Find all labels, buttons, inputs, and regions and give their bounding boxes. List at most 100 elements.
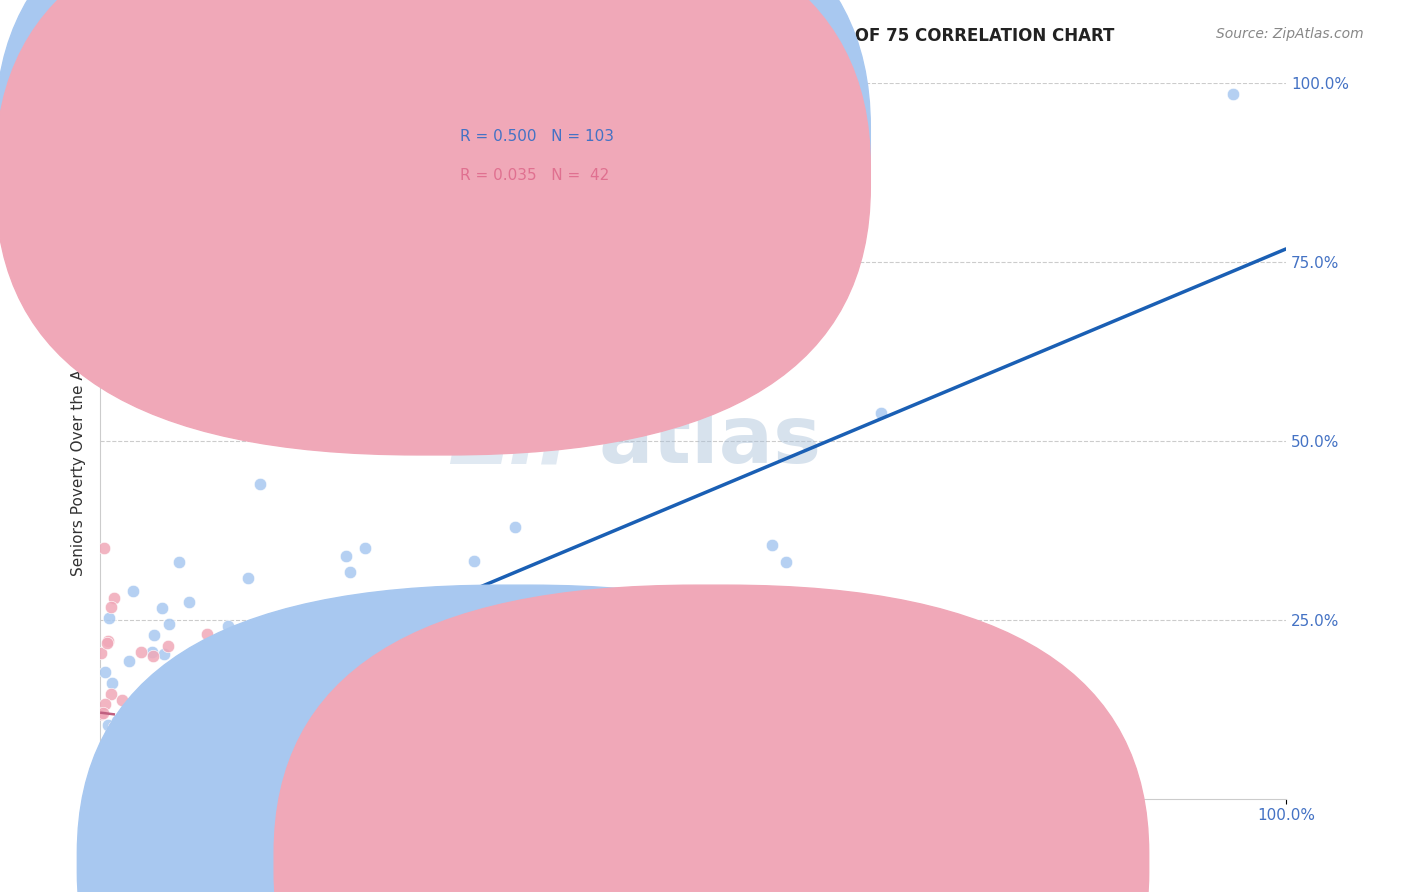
Point	[141, 791, 163, 805]
Point	[463, 554, 485, 568]
Point	[138, 791, 160, 805]
Point	[157, 617, 180, 632]
Point	[176, 686, 198, 700]
Point	[249, 477, 271, 491]
Point	[143, 695, 166, 709]
Point	[117, 791, 139, 805]
Point	[335, 549, 357, 564]
Point	[219, 714, 242, 729]
Point	[157, 698, 180, 712]
Point	[193, 645, 215, 659]
Point	[252, 683, 274, 698]
Point	[353, 541, 375, 555]
Point	[269, 698, 291, 713]
Point	[316, 680, 339, 694]
Text: CHEROKEE VS IMMIGRANTS FROM MIDDLE AFRICA SENIORS POVERTY OVER THE AGE OF 75 COR: CHEROKEE VS IMMIGRANTS FROM MIDDLE AFRIC…	[56, 27, 1115, 45]
Text: R = 0.035   N =  42: R = 0.035 N = 42	[460, 169, 609, 183]
Point	[238, 571, 260, 585]
Point	[177, 595, 200, 609]
Point	[127, 759, 149, 773]
Text: R = 0.500   N = 103: R = 0.500 N = 103	[460, 129, 614, 144]
Point	[153, 665, 176, 680]
Point	[115, 706, 138, 720]
Point	[380, 643, 402, 657]
Point	[156, 761, 179, 775]
Point	[217, 618, 239, 632]
Point	[761, 538, 783, 552]
Point	[204, 781, 226, 796]
Point	[186, 791, 208, 805]
Point	[288, 658, 311, 673]
Point	[131, 791, 153, 805]
Point	[112, 776, 135, 790]
Point	[93, 541, 115, 556]
Point	[150, 674, 173, 689]
Point	[124, 781, 146, 796]
Point	[257, 665, 280, 679]
Point	[150, 601, 173, 615]
Point	[159, 791, 181, 805]
Point	[254, 723, 277, 737]
Point	[134, 687, 156, 701]
Point	[149, 791, 172, 805]
Point	[212, 705, 235, 719]
Point	[515, 586, 537, 600]
Point	[167, 555, 190, 569]
Point	[166, 690, 188, 705]
Point	[159, 668, 181, 682]
Point	[138, 756, 160, 771]
Point	[434, 717, 457, 731]
Point	[160, 733, 183, 747]
Point	[100, 600, 122, 615]
Point	[114, 739, 136, 753]
Text: Immigrants from Middle Africa: Immigrants from Middle Africa	[735, 855, 967, 870]
Text: ZIP: ZIP	[451, 402, 598, 480]
Point	[395, 785, 418, 799]
Point	[221, 670, 243, 684]
Point	[127, 783, 149, 797]
Point	[96, 791, 118, 805]
Point	[96, 636, 118, 650]
Point	[228, 658, 250, 673]
Point	[295, 723, 318, 738]
Point	[1222, 87, 1244, 102]
Point	[93, 665, 115, 680]
Point	[143, 627, 166, 641]
Text: Source: ZipAtlas.com: Source: ZipAtlas.com	[1216, 27, 1364, 41]
Point	[142, 681, 165, 695]
Point	[97, 611, 120, 625]
Point	[96, 791, 118, 805]
Point	[264, 726, 287, 740]
Point	[842, 205, 865, 219]
Point	[163, 719, 186, 733]
Point	[167, 687, 190, 701]
Point	[112, 791, 135, 805]
Point	[250, 648, 273, 663]
Point	[103, 756, 125, 771]
Point	[247, 775, 270, 789]
Text: atlas: atlas	[598, 402, 821, 480]
Point	[98, 760, 121, 774]
Point	[129, 645, 152, 659]
Point	[533, 674, 555, 689]
Point	[602, 602, 624, 616]
Point	[231, 702, 253, 716]
Point	[105, 714, 128, 729]
Point	[387, 674, 409, 689]
Point	[394, 706, 416, 721]
Point	[90, 646, 112, 660]
Point	[121, 763, 143, 777]
Point	[211, 710, 233, 724]
Point	[142, 649, 165, 664]
Point	[402, 608, 425, 623]
Point	[217, 737, 239, 751]
Point	[141, 645, 163, 659]
Point	[122, 583, 145, 598]
Y-axis label: Seniors Poverty Over the Age of 75: Seniors Poverty Over the Age of 75	[72, 306, 86, 576]
Point	[93, 698, 115, 712]
Point	[111, 780, 134, 795]
Point	[197, 669, 219, 683]
Point	[124, 773, 146, 788]
Point	[503, 520, 526, 534]
Point	[165, 739, 187, 754]
